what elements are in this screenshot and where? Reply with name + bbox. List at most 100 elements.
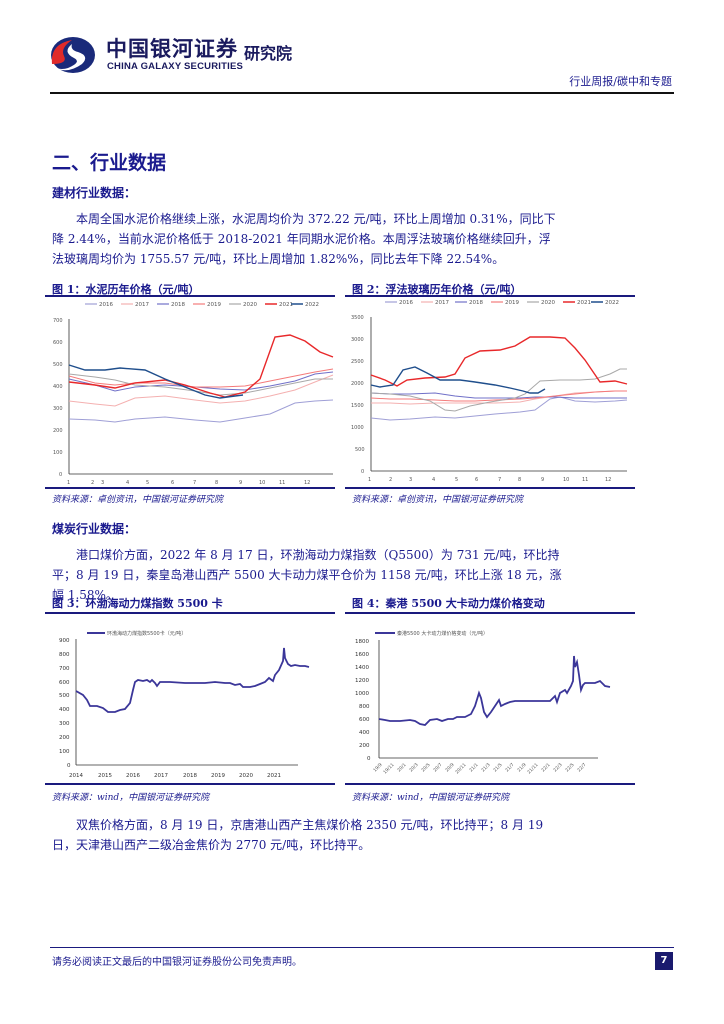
svg-text:4: 4	[126, 480, 129, 486]
page-number: 7	[655, 952, 673, 970]
fig2-bottom-rule	[345, 487, 635, 489]
svg-text:500: 500	[59, 693, 70, 699]
svg-text:19/9: 19/9	[372, 762, 383, 773]
svg-text:2020: 2020	[541, 300, 555, 306]
svg-text:0: 0	[361, 469, 364, 475]
svg-text:2022: 2022	[605, 300, 619, 306]
svg-text:11: 11	[279, 480, 285, 486]
svg-text:2: 2	[389, 477, 392, 483]
fig2-glass-chart: 2016 2017 2018 2019 2020 2021 2022 35003…	[351, 300, 628, 483]
svg-text:8: 8	[215, 480, 218, 486]
svg-text:2018: 2018	[469, 300, 483, 306]
svg-text:2017: 2017	[154, 773, 168, 779]
fig4-title: 图 4：秦港 5500 大卡动力煤价格变动	[352, 597, 545, 610]
svg-text:2020: 2020	[243, 302, 257, 308]
svg-text:22/1: 22/1	[540, 762, 551, 773]
svg-text:12: 12	[304, 480, 310, 486]
svg-text:3000: 3000	[351, 337, 364, 343]
svg-text:400: 400	[53, 384, 63, 390]
svg-text:21/11: 21/11	[526, 762, 540, 776]
header-divider	[50, 92, 674, 94]
svg-text:22/5: 22/5	[564, 762, 575, 773]
svg-text:2014: 2014	[69, 773, 83, 779]
svg-text:21/9: 21/9	[516, 762, 527, 773]
fig3-top-rule	[45, 612, 335, 614]
svg-text:2018: 2018	[183, 773, 197, 779]
coal-paragraph: 港口煤价方面，2022 年 8 月 17 日，环渤海动力煤指数（Q5500）为 …	[52, 548, 562, 602]
svg-text:1000: 1000	[351, 425, 364, 431]
svg-text:100: 100	[59, 749, 70, 755]
svg-text:2022: 2022	[305, 302, 319, 308]
svg-text:2020: 2020	[239, 773, 253, 779]
svg-text:5: 5	[455, 477, 458, 483]
svg-text:2500: 2500	[351, 359, 364, 365]
svg-text:4: 4	[432, 477, 435, 483]
svg-text:2019: 2019	[211, 773, 225, 779]
svg-text:20/3: 20/3	[408, 762, 419, 773]
svg-text:300: 300	[53, 406, 63, 412]
svg-text:2016: 2016	[126, 773, 140, 779]
svg-text:2021: 2021	[577, 300, 591, 306]
svg-text:2019: 2019	[207, 302, 221, 308]
coke-paragraph: 双焦价格方面，8 月 19 日，京唐港山西产主焦煤价格 2350 元/吨，环比持…	[52, 818, 544, 852]
svg-text:1500: 1500	[351, 403, 364, 409]
svg-text:0: 0	[367, 756, 371, 762]
fig4-legend: 秦港5500 大卡动力煤价格变动（元/吨）	[397, 630, 488, 637]
fig3-source: 资料来源：wind，中国银河证券研究院	[52, 793, 210, 803]
building-materials-paragraph: 本周全国水泥价格继续上涨，水泥周均价为 372.22 元/吨，环比上周增加 0.…	[52, 212, 556, 266]
section-title: 二、行业数据	[52, 152, 167, 174]
svg-text:21/3: 21/3	[480, 762, 491, 773]
footer-divider	[50, 947, 674, 948]
logo-english: CHINA GALAXY SECURITIES	[107, 61, 244, 72]
institute-label: 研究院	[244, 44, 293, 63]
svg-text:2016: 2016	[99, 302, 113, 308]
building-materials-subtitle: 建材行业数据：	[52, 186, 137, 200]
fig1-title: 图 1：水泥历年价格（元/吨）	[52, 283, 200, 296]
svg-text:10: 10	[563, 477, 569, 483]
svg-text:2015: 2015	[98, 773, 112, 779]
svg-text:2000: 2000	[351, 381, 364, 387]
fig2-top-rule	[345, 295, 635, 297]
svg-text:200: 200	[359, 743, 370, 749]
svg-text:2021: 2021	[267, 773, 281, 779]
svg-text:20/5: 20/5	[420, 762, 431, 773]
svg-text:19/11: 19/11	[382, 762, 396, 776]
svg-text:21/7: 21/7	[504, 762, 515, 773]
svg-text:3: 3	[409, 477, 412, 483]
svg-text:9: 9	[541, 477, 544, 483]
svg-text:5: 5	[146, 480, 149, 486]
svg-text:2021: 2021	[279, 302, 293, 308]
svg-text:3500: 3500	[351, 315, 364, 321]
svg-text:800: 800	[59, 652, 70, 658]
svg-text:100: 100	[53, 450, 63, 456]
galaxy-logo-icon	[51, 37, 95, 73]
svg-text:10: 10	[259, 480, 265, 486]
svg-text:20/9: 20/9	[444, 762, 455, 773]
svg-text:0: 0	[67, 763, 71, 769]
svg-text:2016: 2016	[399, 300, 413, 306]
svg-text:20/11: 20/11	[454, 762, 468, 776]
svg-text:21/5: 21/5	[492, 762, 503, 773]
svg-text:1: 1	[67, 480, 70, 486]
fig1-cement-chart: 2016 2017 2018 2019 2020 2021 2022 70060…	[53, 302, 334, 486]
svg-text:1800: 1800	[355, 639, 369, 645]
fig4-qinhuangdao-coal-chart: 秦港5500 大卡动力煤价格变动（元/吨） 1800 1600 1400 1200 1…	[355, 630, 611, 776]
fig4-top-rule	[345, 612, 635, 614]
fig1-source: 资料来源：卓创资讯，中国银河证券研究院	[52, 495, 224, 505]
svg-text:20/7: 20/7	[432, 762, 443, 773]
svg-text:22/3: 22/3	[552, 762, 563, 773]
logo-chinese: 中国银河证券	[106, 37, 238, 61]
svg-text:2017: 2017	[135, 302, 149, 308]
fig4-bottom-rule	[345, 783, 635, 785]
svg-text:20/1: 20/1	[396, 762, 407, 773]
svg-text:3: 3	[101, 480, 104, 486]
report-type: 行业周报/碳中和专题	[569, 75, 672, 88]
fig3-bohai-coal-index-chart: 环渤海动力煤指数5500卡（元/吨） 900 800 700 600 500 400 30…	[59, 630, 310, 779]
fig1-top-rule	[45, 295, 335, 297]
fig2-source: 资料来源：卓创资讯，中国银河证券研究院	[352, 495, 524, 505]
svg-text:400: 400	[59, 707, 70, 713]
svg-text:9: 9	[239, 480, 242, 486]
fig4-source: 资料来源：wind，中国银河证券研究院	[352, 793, 510, 803]
svg-text:1200: 1200	[355, 678, 369, 684]
svg-text:1000: 1000	[355, 691, 369, 697]
